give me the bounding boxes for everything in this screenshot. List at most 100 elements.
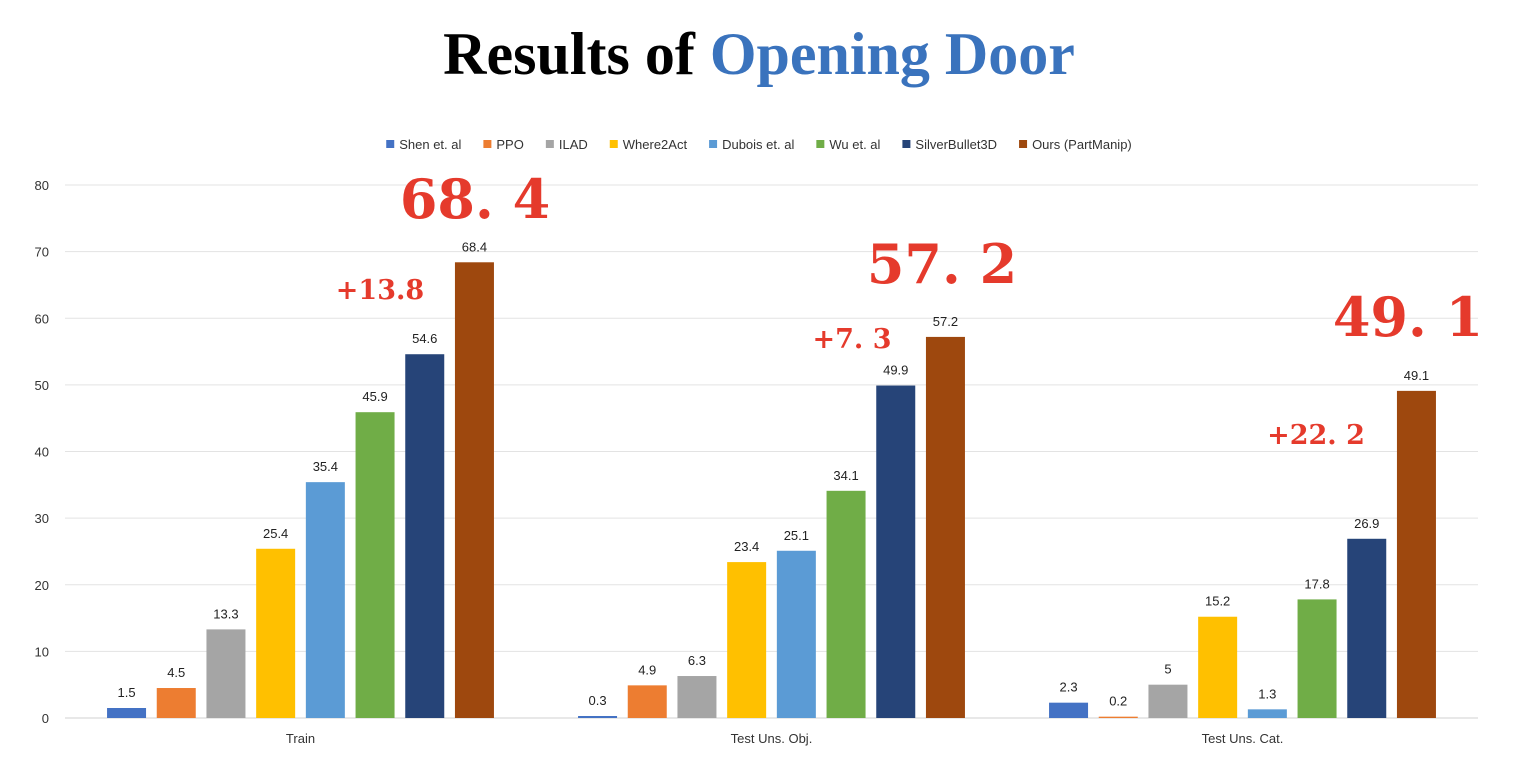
highlight-score: 49. 1 (1333, 285, 1483, 349)
bars (107, 262, 1436, 718)
bar (776, 550, 816, 718)
bar (826, 490, 866, 718)
legend-swatch (709, 140, 718, 148)
legend-label: Where2Act (623, 137, 688, 152)
legend-item: Wu et. al (816, 137, 881, 152)
data-label: 4.9 (638, 662, 656, 677)
data-label: 54.6 (412, 331, 437, 346)
data-label: 2.3 (1060, 680, 1078, 695)
legend-swatch (1019, 140, 1028, 148)
legend-label: PPO (496, 137, 523, 152)
data-label: 23.4 (734, 539, 759, 554)
y-axis-ticks: 0 10 20 30 40 50 60 70 80 (35, 178, 49, 726)
legend-label: ILAD (559, 137, 588, 152)
title-part-1: Results of (443, 21, 710, 87)
highlight-score: 68. 4 (400, 167, 550, 231)
bar (627, 685, 667, 718)
bar (405, 354, 445, 718)
bar (305, 482, 345, 718)
data-label: 13.3 (213, 606, 238, 621)
data-label: 68.4 (462, 239, 487, 254)
legend-swatch (483, 140, 492, 148)
data-label: 49.1 (1404, 368, 1429, 383)
data-label: 25.4 (263, 526, 288, 541)
y-tick-label: 50 (35, 378, 49, 393)
legend-label: Shen et. al (399, 137, 461, 152)
legend-label: Dubois et. al (722, 137, 794, 152)
legend-item: SilverBullet3D (902, 137, 997, 152)
annotations: 68. 4 +13.8 57. 2 +7. 3 49. 1 +22. 2 (336, 167, 1483, 451)
x-axis-categories: Train Test Uns. Obj. Test Uns. Cat. (286, 731, 1283, 746)
gridlines (65, 184, 1478, 719)
category-label: Test Uns. Cat. (1202, 731, 1284, 746)
legend-swatch (902, 140, 911, 148)
data-label: 17.8 (1304, 576, 1329, 591)
data-label: 26.9 (1354, 516, 1379, 531)
title-part-2: Opening Door (709, 21, 1075, 87)
bar (727, 562, 767, 718)
data-label: 1.5 (118, 685, 136, 700)
bar (1049, 702, 1089, 718)
improvement-label: +7. 3 (813, 324, 892, 355)
data-label: 6.3 (688, 653, 706, 668)
y-tick-label: 80 (35, 178, 49, 193)
legend-label: SilverBullet3D (915, 137, 997, 152)
data-label: 35.4 (313, 459, 338, 474)
y-tick-label: 60 (35, 311, 49, 326)
legend-item: Where2Act (609, 137, 688, 152)
legend-swatch (386, 140, 395, 148)
bar (1347, 538, 1387, 718)
category-label: Train (286, 731, 315, 746)
bar (1098, 716, 1138, 718)
legend-item: ILAD (545, 137, 588, 152)
legend: Shen et. al PPO ILAD Where2Act Dubois et. al… (386, 137, 1132, 152)
bar (355, 412, 395, 718)
legend-item: Shen et. al (386, 137, 462, 152)
category-label: Test Uns. Obj. (731, 731, 813, 746)
y-tick-label: 0 (42, 711, 49, 726)
chart-title: Results of Opening Door (0, 14, 1518, 94)
data-label: 0.2 (1109, 694, 1127, 709)
improvement-label: +13.8 (336, 275, 424, 306)
data-label: 57.2 (933, 314, 958, 329)
legend-item: PPO (483, 137, 524, 152)
legend-swatch (545, 140, 554, 148)
bar (1148, 684, 1188, 718)
legend-item: Dubois et. al (709, 137, 794, 152)
legend-label: Ours (PartManip) (1032, 137, 1132, 152)
legend-swatch (816, 140, 825, 148)
legend-swatch (609, 140, 618, 148)
highlight-score: 57. 2 (867, 232, 1017, 296)
improvement-label: +22. 2 (1267, 420, 1365, 451)
legend-label: Wu et. al (829, 137, 880, 152)
y-tick-label: 70 (35, 245, 49, 260)
bar (925, 336, 965, 718)
data-label: 4.5 (167, 665, 185, 680)
y-tick-label: 20 (35, 578, 49, 593)
bar (1198, 616, 1238, 718)
data-label: 0.3 (589, 693, 607, 708)
data-label: 25.1 (784, 528, 809, 543)
bar (677, 676, 717, 718)
bar (156, 688, 196, 718)
data-label: 34.1 (833, 468, 858, 483)
data-label: 15.2 (1205, 594, 1230, 609)
data-label: 49.9 (883, 363, 908, 378)
y-tick-label: 10 (35, 644, 49, 659)
data-label: 45.9 (362, 389, 387, 404)
data-labels: 1.5 4.5 13.3 25.4 35.4 45.9 54.6 68.4 0.3 4.9 6.3 2… (118, 239, 1430, 708)
y-tick-label: 30 (35, 511, 49, 526)
bar (256, 548, 296, 718)
bar (454, 262, 494, 718)
y-tick-label: 40 (35, 445, 49, 460)
bar (1396, 390, 1436, 718)
bar (578, 716, 618, 718)
legend-item: Ours (PartManip) (1019, 137, 1132, 152)
data-label: 1.3 (1258, 686, 1276, 701)
bar (107, 708, 147, 718)
bar (206, 629, 246, 718)
bar (1247, 709, 1287, 718)
bar (1297, 599, 1337, 718)
bar (876, 385, 916, 718)
